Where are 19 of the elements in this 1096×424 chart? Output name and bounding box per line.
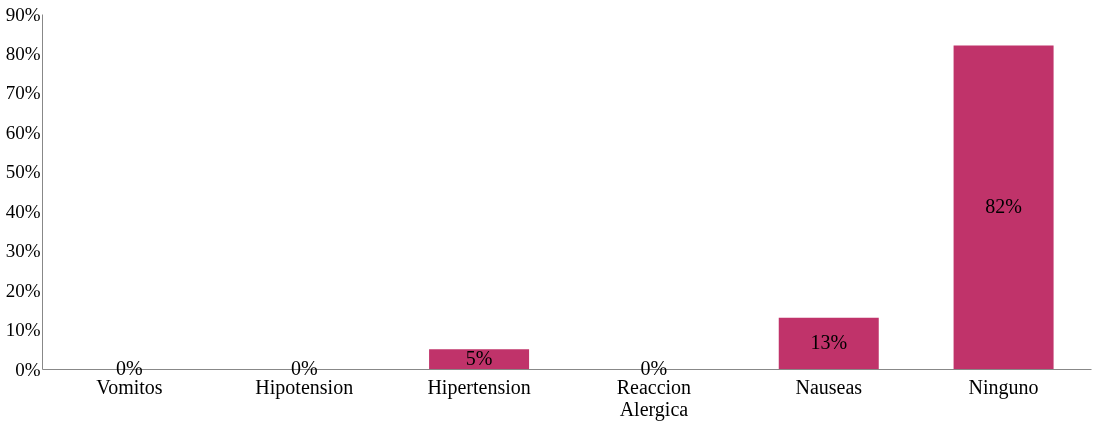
- y-tick-label: 60%: [5, 121, 41, 143]
- y-tick-label: 40%: [5, 200, 41, 222]
- x-tick-label: Nauseas: [795, 375, 863, 398]
- y-tick-label: 10%: [5, 319, 41, 341]
- bar: [953, 45, 1054, 369]
- y-tick-label: 80%: [5, 42, 41, 64]
- y-tick-label: 90%: [5, 3, 41, 25]
- y-tick-label: 50%: [5, 161, 41, 183]
- x-tick-label: Hipertension: [427, 375, 531, 399]
- y-tick-label: 70%: [5, 82, 41, 104]
- y-tick-label: 0%: [15, 358, 41, 380]
- data-label: 13%: [810, 331, 848, 354]
- data-label: 82%: [985, 195, 1022, 218]
- bar: [778, 317, 879, 369]
- y-tick-label: 20%: [5, 279, 41, 301]
- y-tick-label: 30%: [5, 240, 41, 262]
- bar: [429, 349, 530, 369]
- data-label: 5%: [465, 347, 493, 370]
- x-tick-label: Ninguno: [968, 375, 1039, 399]
